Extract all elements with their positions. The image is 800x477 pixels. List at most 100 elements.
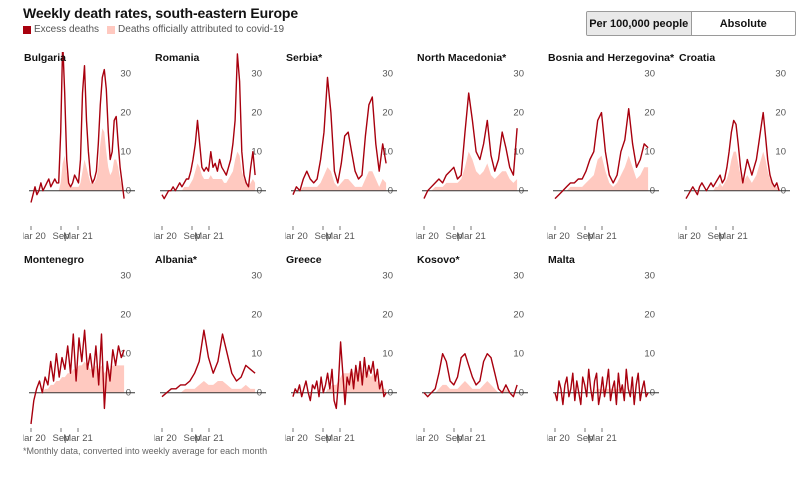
covid-area [31,361,125,393]
excess-line [30,52,125,203]
y-tick-label: 10 [644,147,655,158]
x-tick-label: Sep [708,231,725,242]
excess-line [685,111,780,199]
x-tick-label: Sep [315,433,332,444]
covid-area [162,381,256,393]
panel-title-kosovo: Kosovo* [417,254,460,266]
x-tick-label: Sep [53,433,70,444]
y-tick-label: 0 [519,388,524,399]
x-tick-label: Mar 20 [547,433,570,444]
x-tick-label: Sep [184,433,201,444]
y-tick-label: 10 [120,147,131,158]
y-tick-label: 0 [650,388,655,399]
y-tick-label: 30 [513,69,524,80]
x-tick-label: Mar 21 [325,433,355,444]
x-tick-label: Mar 20 [23,231,46,242]
x-tick-label: Sep [184,231,201,242]
y-tick-label: 30 [251,69,262,80]
covid-area [31,128,125,191]
y-tick-label: 10 [775,147,786,158]
panel-title-bulgaria: Bulgaria [24,52,67,64]
covid-area [555,155,649,191]
x-tick-label: Mar 21 [325,231,355,242]
x-tick-label: Mar 21 [194,433,224,444]
y-tick-label: 30 [644,69,655,80]
y-tick-label: 10 [644,349,655,360]
excess-line [554,368,649,406]
x-tick-label: Mar 21 [718,231,748,242]
y-tick-label: 10 [251,147,262,158]
y-tick-label: 20 [513,108,524,119]
panel-title-malta: Malta [548,254,575,266]
x-tick-label: Mar 21 [456,231,486,242]
y-tick-label: 20 [382,108,393,119]
legend: Excess deaths Deaths officially attribut… [23,24,292,35]
excess-line [554,108,649,200]
y-tick-label: 30 [382,271,393,282]
x-tick-label: Mar 21 [63,231,93,242]
excess-line [423,92,518,199]
covid-area [162,151,256,191]
x-tick-label: Sep [315,231,332,242]
y-tick-label: 20 [775,108,786,119]
y-tick-label: 10 [513,147,524,158]
y-tick-label: 0 [257,388,262,399]
y-tick-label: 20 [644,310,655,321]
footnote: *Monthly data, converted into weekly ave… [23,446,268,456]
x-tick-label: Mar 20 [154,231,177,242]
y-tick-label: 30 [251,271,262,282]
legend-label-covid: Deaths officially attributed to covid-19 [118,24,285,35]
y-tick-label: 10 [120,349,131,360]
legend-swatch-excess [23,25,31,34]
unit-toggle: Per 100,000 people Absolute [586,11,796,36]
y-tick-label: 20 [251,310,262,321]
y-tick-label: 30 [120,69,131,80]
x-tick-label: Mar 20 [23,433,46,444]
y-tick-label: 30 [513,271,524,282]
y-tick-label: 10 [513,349,524,360]
page-title: Weekly death rates, south-eastern Europe [23,5,299,21]
excess-line [292,341,387,410]
legend-item-covid: Deaths officially attributed to covid-19 [107,24,284,35]
panel-title-north-macedonia: North Macedonia* [417,52,507,64]
x-tick-label: Mar 20 [416,231,439,242]
x-tick-label: Mar 21 [587,231,617,242]
excess-line [161,53,256,200]
y-tick-label: 30 [382,69,393,80]
toggle-per-100k-button[interactable]: Per 100,000 people [587,12,692,35]
panel-title-bosnia-and-herzegovina: Bosnia and Herzegovina* [548,52,675,64]
x-tick-label: Mar 20 [416,433,439,444]
excess-line [30,329,125,425]
legend-label-excess: Excess deaths [34,24,100,35]
y-tick-label: 20 [644,108,655,119]
y-tick-label: 30 [120,271,131,282]
panel-title-romania: Romania [155,52,200,64]
x-tick-label: Mar 20 [678,231,701,242]
y-tick-label: 20 [120,310,131,321]
y-tick-label: 20 [382,310,393,321]
legend-swatch-covid [107,25,116,34]
covid-area [424,151,518,191]
x-tick-label: Sep [446,433,463,444]
y-tick-label: 0 [126,388,131,399]
x-tick-label: Mar 20 [285,231,308,242]
toggle-absolute-button[interactable]: Absolute [719,17,767,30]
y-tick-label: 20 [251,108,262,119]
excess-line [423,352,518,398]
x-tick-label: Mar 21 [194,231,224,242]
